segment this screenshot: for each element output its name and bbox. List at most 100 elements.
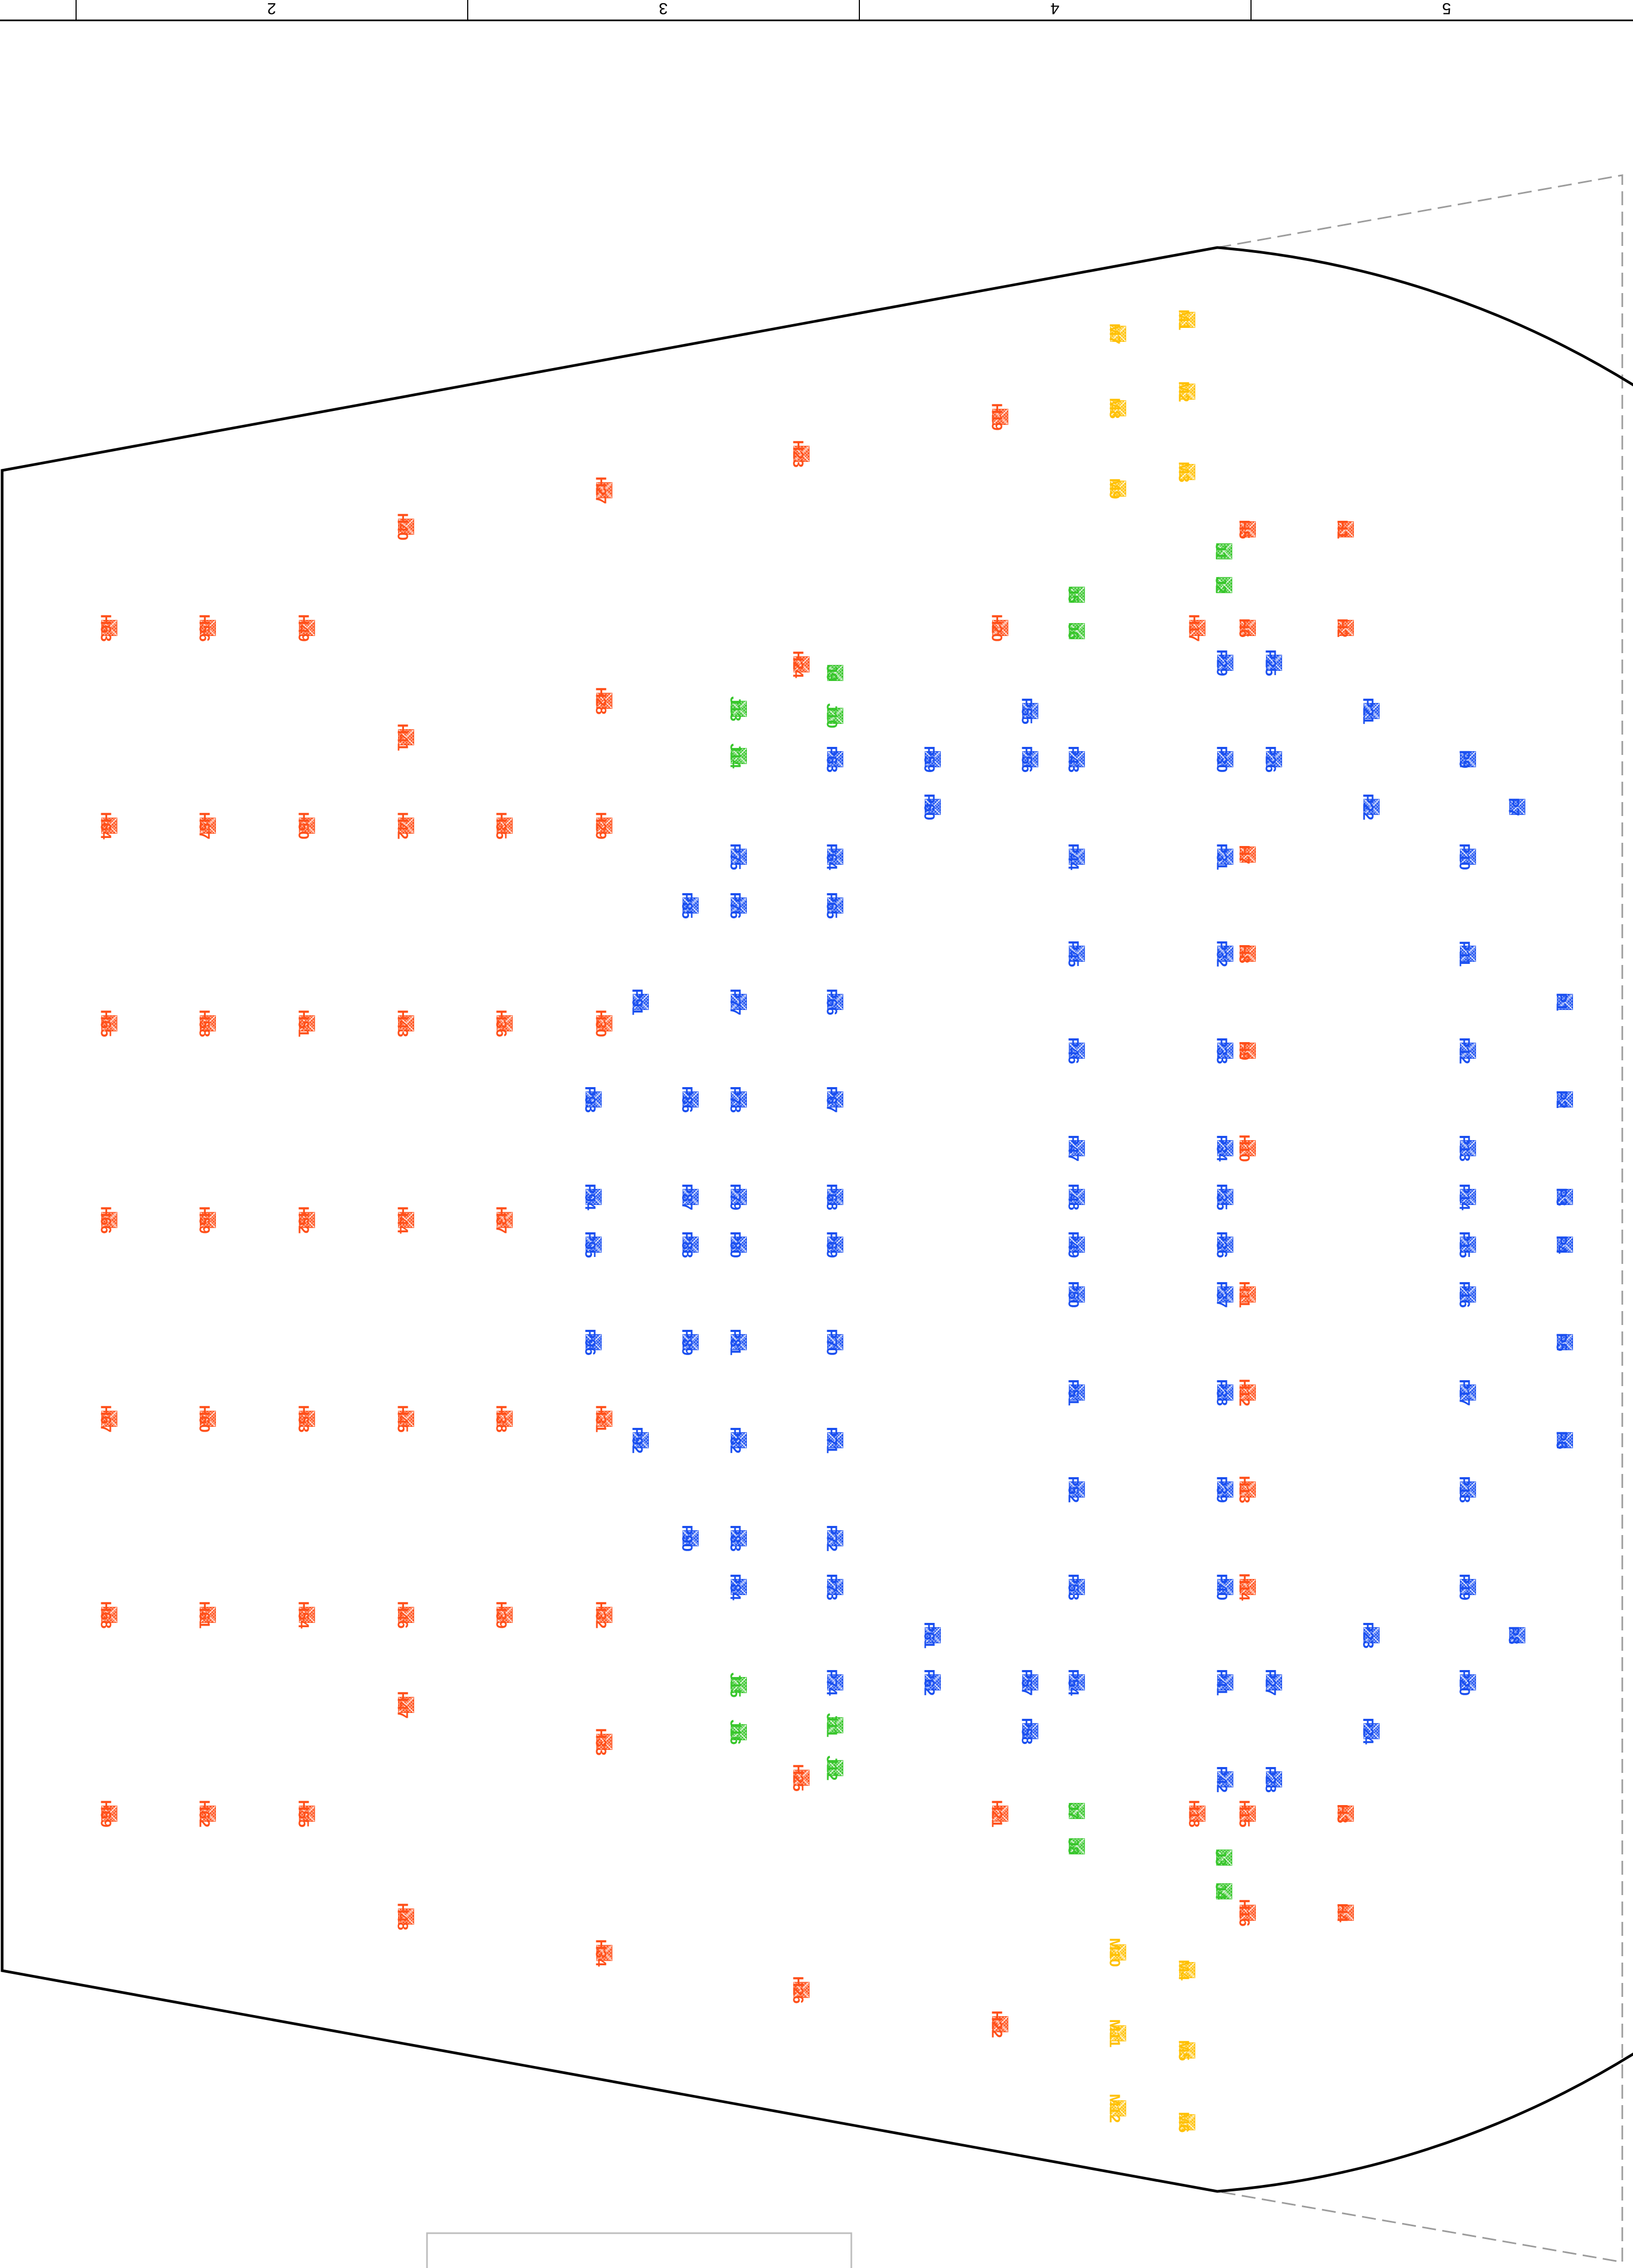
unit-marker-cross	[1217, 1140, 1233, 1156]
unit-p77: P77	[728, 989, 747, 1015]
unit-label: P20	[1457, 1669, 1473, 1696]
unit-marker-cross	[299, 818, 315, 834]
unit-label: M9	[1107, 478, 1123, 499]
unit-p87: P87	[679, 1184, 699, 1210]
unit-label: P89	[679, 1329, 696, 1356]
unit-marker-cross	[793, 446, 810, 462]
unit-label: P18	[1457, 1476, 1473, 1503]
unit-label: H23	[790, 440, 807, 467]
unit-p82: P82	[728, 1427, 747, 1454]
unit-p29: P29	[1214, 649, 1233, 676]
unit-p33: P33	[1214, 1037, 1233, 1064]
unit-p42: P42	[1214, 1766, 1233, 1793]
unit-marker-cross	[1364, 1627, 1380, 1643]
unit-marker-cross	[1069, 1384, 1085, 1401]
unit-marker-cross	[827, 1530, 843, 1546]
unit-marker-cross	[1266, 655, 1282, 671]
unit-marker-cross	[1179, 464, 1195, 480]
unit-marker-cross	[1110, 400, 1126, 416]
unit-marker-cross	[596, 693, 612, 709]
unit-marker-cross	[1240, 1286, 1256, 1303]
unit-marker-cross	[1069, 1481, 1085, 1498]
unit-p49: P49	[1066, 1231, 1085, 1258]
unit-label: P6	[1554, 1431, 1570, 1449]
unit-label: H29	[593, 812, 610, 839]
unit-j10: J10	[824, 703, 843, 728]
unit-p10: P10	[1457, 843, 1476, 870]
unit-p64: P64	[824, 843, 843, 870]
unit-p27: P27	[1263, 1669, 1282, 1696]
unit-j12: J12	[824, 1756, 843, 1780]
unit-p3: P3	[1554, 1188, 1573, 1206]
unit-m5: M5	[1176, 2040, 1195, 2061]
unit-marker-cross	[299, 1212, 315, 1228]
unit-marker-cross	[1338, 1806, 1354, 1822]
unit-label: H64	[98, 812, 115, 840]
unit-marker-cross	[398, 818, 414, 834]
unit-m11: M11	[1107, 2019, 1126, 2047]
unit-label: P37	[1214, 1281, 1231, 1308]
unit-marker-cross	[683, 1237, 699, 1253]
unit-marker-cross	[596, 1734, 612, 1750]
unit-label: H66	[98, 1206, 115, 1233]
unit-label: P16	[1457, 1281, 1473, 1308]
unit-h46: H46	[395, 1601, 414, 1629]
unit-p70: P70	[824, 1329, 843, 1356]
unit-label: P75	[728, 843, 744, 870]
unit-label: H52	[296, 1206, 312, 1233]
unit-label: J2	[1213, 577, 1230, 593]
unit-marker-cross	[731, 1530, 747, 1546]
unit-p55: P55	[1019, 698, 1038, 724]
unit-marker-cross	[1217, 1481, 1233, 1498]
unit-h60: H60	[197, 1405, 216, 1433]
unit-p69: P69	[824, 1231, 843, 1258]
unit-p81: P81	[728, 1329, 747, 1356]
unit-label: P59	[922, 746, 938, 773]
unit-marker-cross	[596, 818, 612, 834]
unit-h35: H35	[493, 812, 513, 840]
unit-label: J14	[728, 744, 744, 769]
unit-h48: H48	[395, 1903, 414, 1930]
unit-marker-cross	[827, 751, 843, 767]
column-number: 3	[659, 0, 668, 17]
unit-label: H38	[493, 1405, 510, 1432]
unit-p14: P14	[1457, 1184, 1476, 1210]
unit-h51: H51	[296, 1009, 315, 1037]
unit-p24: P24	[1360, 1718, 1380, 1745]
unit-marker-cross	[827, 1432, 843, 1448]
unit-label: P63	[824, 746, 841, 773]
unit-p56: P56	[1019, 746, 1038, 773]
unit-marker-cross	[1110, 326, 1126, 342]
unit-m10: M10	[1107, 1938, 1126, 1967]
unit-marker-cross	[1240, 620, 1256, 636]
unit-label: P86	[679, 1086, 696, 1113]
unit-marker-cross	[1460, 1286, 1476, 1303]
unit-marker-cross	[299, 1411, 315, 1427]
unit-label: P40	[1214, 1574, 1231, 1600]
unit-label: M4	[1176, 1960, 1193, 1981]
unit-label: H61	[197, 1601, 213, 1628]
unit-p54: P54	[1066, 1669, 1085, 1696]
unit-label: P25	[1263, 649, 1279, 676]
unit-marker-cross	[925, 1627, 941, 1643]
unit-marker-cross	[1022, 703, 1038, 719]
unit-h28: H28	[593, 687, 612, 715]
unit-p93: P93	[582, 1086, 602, 1113]
unit-j9: J9	[824, 664, 843, 682]
unit-label: H44	[395, 1206, 411, 1234]
unit-p19: P19	[1457, 1574, 1476, 1600]
unit-p61: P61	[922, 1622, 941, 1649]
unit-marker-cross	[1217, 1043, 1233, 1059]
unit-marker-cross	[299, 1015, 315, 1031]
unit-p40: P40	[1214, 1574, 1233, 1600]
unit-label: P14	[1457, 1184, 1473, 1210]
unit-h59: H59	[197, 1206, 216, 1234]
unit-h12: H12	[1237, 1379, 1256, 1406]
unit-p66: P66	[824, 989, 843, 1015]
unit-h14: H14	[1237, 1573, 1256, 1601]
unit-m3: M3	[1176, 462, 1195, 482]
unit-marker-cross	[1217, 849, 1233, 865]
unit-h68: H68	[98, 1601, 117, 1629]
unit-marker-cross	[1460, 946, 1476, 962]
